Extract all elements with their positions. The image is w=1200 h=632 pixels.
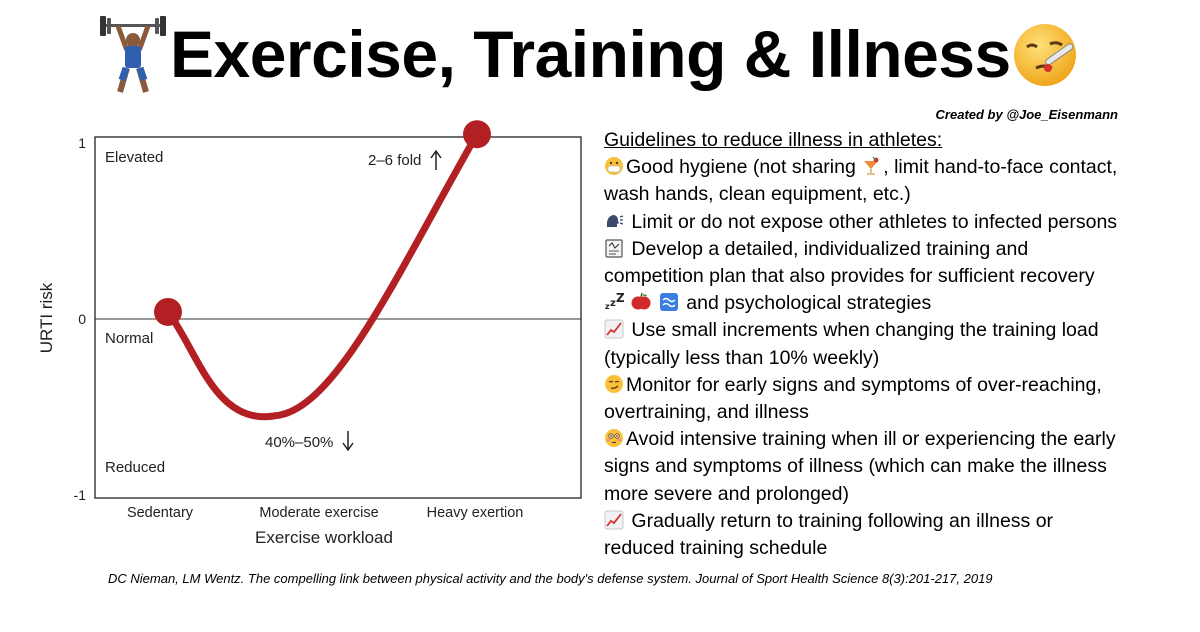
sick-face-thermometer-icon [1014,24,1076,86]
guideline-text: Gradually return to training following a… [626,509,1054,532]
annotation-label-fold: 2–6 fold [368,152,421,169]
guideline-text: more severe and prolonged) [604,482,849,505]
water-icon [659,293,678,312]
guidelines-heading: Guidelines to reduce illness in athletes… [604,129,943,151]
mask-face-icon [605,157,623,176]
list-item: Develop a detailed, individualized train… [604,236,1194,263]
chart-canvas: 1 0 -1 Sedentary Moderate exercise Heavy exe… [37,120,582,547]
list-item: Monitor for early signs and symptoms of … [604,372,1194,399]
speaking-head-icon [606,214,624,227]
down-arrow-icon [342,431,354,452]
guideline-text: wash hands, clean equipment, etc.) [604,183,911,206]
guideline-text: Use small increments when changing the t… [626,319,1099,342]
guideline-text: signs and symptoms of illness (which can… [604,455,1107,478]
flushed-face-icon [605,429,623,448]
y-ticks: 1 0 -1 [74,135,87,503]
curve-endpoint [154,297,182,326]
tropical-drink-icon [864,156,879,176]
urti-chart: 1 0 -1 Sedentary Moderate exercise Heavy exe… [30,112,590,557]
list-item: Gradually return to training following a… [604,508,1194,535]
clipboard-plan-icon [605,239,623,258]
credit-text: Created by @Joe_Eisenmann [935,107,1118,122]
y-axis-label: URTI risk [37,282,56,353]
list-item: Use small increments when changing the t… [604,317,1194,344]
y-tick-label: 1 [78,135,86,151]
y-tick-label: 0 [78,311,86,327]
guideline-text: Limit or do not expose other athletes to… [626,210,1118,233]
guideline-text: Monitor for early signs and symptoms of … [626,373,1102,396]
page-title: Exercise, Training & Illness [170,17,1011,91]
up-arrow-icon [430,149,442,170]
urti-risk-curve [164,130,481,421]
x-axis-label: Exercise workload [255,528,393,547]
y-tick-label: -1 [74,487,87,503]
x-tick-label: Moderate exercise [259,505,378,521]
curve-points [154,120,491,326]
svg-text:Z: Z [616,292,624,305]
guideline-text: Develop a detailed, individualized train… [626,237,1029,260]
list-item: Avoid intensive training when ill or exp… [604,426,1194,453]
weightlifter-icon [100,16,166,93]
guideline-text: (typically less than 10% weekly) [604,346,880,369]
annotation-label-percent: 40%–50% [265,434,333,451]
apple-icon [631,293,651,310]
annotation-reduced: 40%–50% [265,431,354,452]
svg-text:z: z [610,298,616,309]
region-label-normal: Normal [105,330,153,347]
guideline-text: , limit hand-to-face contact, [883,156,1118,179]
title-row: Exercise, Training & Illness Created by … [0,6,1200,122]
smirk-face-icon [605,374,623,393]
plot-frame [94,136,582,499]
curve-endpoint [463,120,491,149]
region-label-reduced: Reduced [105,459,165,476]
guidelines-panel: Guidelines to reduce illness in athletes… [604,127,1194,562]
x-tick-label: Sedentary [127,505,194,521]
chart-increasing-icon [604,320,624,339]
chart-increasing-icon [604,510,624,530]
guideline-text: Good hygiene (not sharing [626,156,862,179]
x-tick-label: Heavy exertion [427,505,524,521]
svg-text:z: z [605,302,610,311]
list-item: Good hygiene (not sharing , limit hand-t… [604,154,1194,181]
annotation-elevated: 2–6 fold [368,149,442,170]
guideline-text: reduced training schedule [604,537,828,560]
guideline-text: overtraining, and illness [604,401,809,424]
region-label-elevated: Elevated [105,149,163,166]
x-ticks: Sedentary Moderate exercise Heavy exertion [127,505,523,521]
guideline-text: Avoid intensive training when ill or exp… [626,428,1116,451]
list-item: Limit or do not expose other athletes to… [604,209,1194,236]
guideline-text: and psychological strategies [680,292,932,315]
guideline-text: competition plan that also provides for … [604,265,1095,288]
citation-text: DC Nieman, LM Wentz. The compelling link… [108,571,993,586]
